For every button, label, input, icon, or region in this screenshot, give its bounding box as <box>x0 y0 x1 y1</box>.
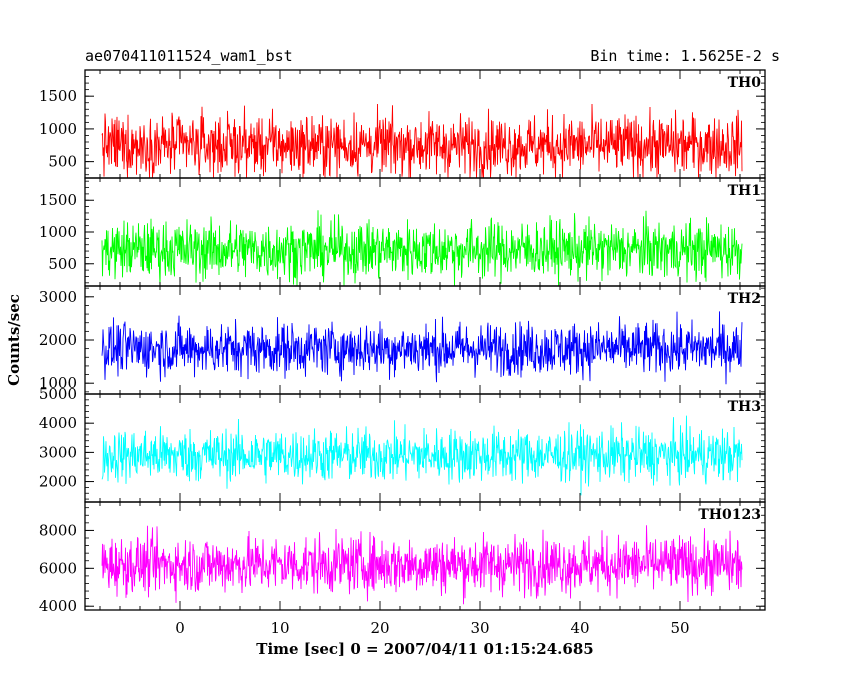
y-tick-label: 3000 <box>39 288 77 306</box>
y-tick-label: 1500 <box>39 87 77 105</box>
x-axis-label: Time [sec] 0 = 2007/04/11 01:15:24.685 <box>256 640 593 658</box>
y-tick-label: 2000 <box>39 331 77 349</box>
trace-th2 <box>101 311 743 385</box>
bin-time-label: Bin time: 1.5625E-2 s <box>590 47 780 65</box>
y-tick-label: 4000 <box>39 597 77 615</box>
trace-th0123 <box>101 525 743 605</box>
panel-label-th3: TH3 <box>728 399 761 415</box>
frame-layer: TH0 TH1 TH2 TH3 TH0123 <box>84 69 766 611</box>
y-tick-label: 1500 <box>39 191 77 209</box>
x-tick-label: 50 <box>670 619 689 637</box>
y-tick-label: 1000 <box>39 120 77 138</box>
x-tick-label: 0 <box>175 619 185 637</box>
y-tick-label: 3000 <box>39 443 77 461</box>
tick-layer: 5001000150050010001500100020003000200030… <box>39 69 765 637</box>
panel-frame-th0123 <box>84 501 766 611</box>
panel-label-th2: TH2 <box>728 291 761 307</box>
x-tick-label: 40 <box>570 619 589 637</box>
trace-th0 <box>101 103 743 178</box>
panel-label-th1: TH1 <box>728 183 761 199</box>
y-tick-label: 500 <box>48 153 77 171</box>
trace-th1 <box>101 210 743 286</box>
y-tick-label: 1000 <box>39 374 77 392</box>
y-axis-label: Counts/sec <box>5 294 23 386</box>
y-tick-label: 2000 <box>39 473 77 491</box>
x-tick-label: 20 <box>370 619 389 637</box>
x-tick-label: 30 <box>470 619 489 637</box>
y-tick-label: 4000 <box>39 414 77 432</box>
y-tick-label: 5000 <box>39 385 77 403</box>
y-tick-label: 500 <box>48 255 77 273</box>
panel-label-th0: TH0 <box>728 75 762 91</box>
y-tick-label: 6000 <box>39 559 77 577</box>
panel-label-th0123: TH0123 <box>698 507 761 523</box>
y-tick-label: 1000 <box>39 223 77 241</box>
x-tick-label: 10 <box>270 619 289 637</box>
figure-title: ae070411011524_wam1_bst <box>85 47 293 65</box>
trace-layer <box>101 103 743 605</box>
trace-th3 <box>101 415 743 496</box>
label-layer: ae070411011524_wam1_bst Bin time: 1.5625… <box>5 47 780 658</box>
y-tick-label: 8000 <box>39 521 77 539</box>
